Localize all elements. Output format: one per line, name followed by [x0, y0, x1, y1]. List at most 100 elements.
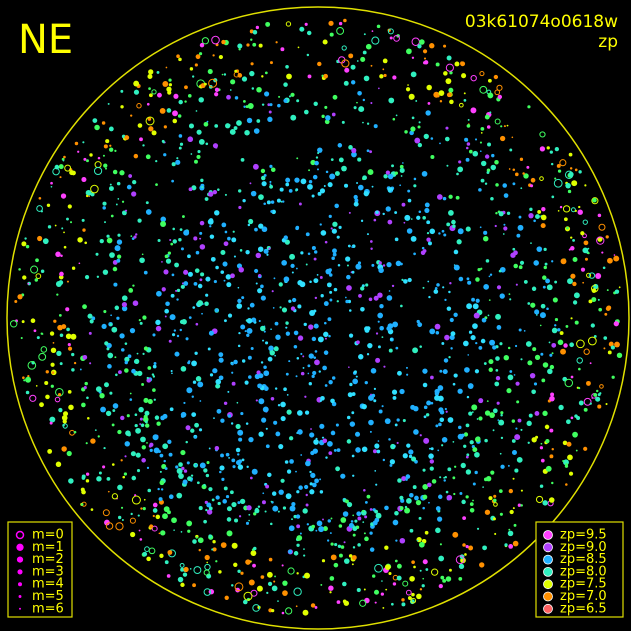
star	[199, 462, 206, 469]
star	[103, 309, 107, 314]
star	[90, 192, 95, 197]
star	[111, 493, 119, 500]
star	[185, 425, 191, 431]
star	[478, 398, 484, 404]
star	[368, 419, 374, 426]
star	[461, 73, 467, 79]
star	[261, 500, 266, 505]
star	[477, 267, 481, 272]
star	[346, 264, 349, 267]
star	[170, 369, 173, 373]
star	[309, 482, 313, 486]
star	[275, 41, 278, 44]
star	[226, 530, 233, 537]
star	[306, 523, 310, 526]
star	[145, 116, 155, 126]
star	[98, 471, 102, 475]
star	[407, 277, 412, 283]
star	[551, 352, 554, 355]
star	[20, 336, 23, 340]
star	[328, 20, 334, 26]
star	[226, 94, 231, 100]
star	[455, 195, 460, 200]
star	[389, 459, 396, 465]
star	[427, 101, 431, 105]
star	[453, 373, 458, 378]
star	[229, 129, 236, 135]
star	[95, 252, 99, 256]
star	[354, 198, 359, 203]
star	[152, 514, 155, 518]
star	[285, 21, 292, 27]
star	[187, 94, 192, 98]
star	[120, 506, 124, 509]
star	[159, 553, 164, 558]
star	[451, 219, 456, 225]
star	[290, 114, 297, 121]
star	[363, 33, 366, 36]
star	[324, 105, 328, 109]
star	[313, 439, 319, 445]
star	[124, 360, 129, 365]
star	[160, 488, 164, 491]
star	[304, 484, 309, 490]
star	[192, 306, 196, 309]
star	[467, 118, 470, 121]
star	[132, 300, 139, 307]
star	[323, 331, 329, 338]
star	[238, 459, 243, 464]
star	[67, 343, 71, 347]
star	[275, 431, 281, 437]
star	[144, 420, 148, 424]
star	[497, 419, 500, 421]
star	[239, 498, 246, 505]
star	[159, 107, 166, 114]
star	[484, 410, 491, 416]
star	[45, 370, 49, 374]
star	[218, 570, 222, 574]
star	[331, 256, 335, 260]
star	[492, 517, 496, 521]
star	[414, 495, 419, 501]
star	[443, 233, 447, 237]
star	[34, 278, 39, 282]
star	[180, 411, 187, 418]
star	[508, 544, 514, 549]
star	[426, 400, 432, 406]
star	[266, 571, 273, 578]
star	[201, 37, 210, 45]
star	[393, 444, 396, 448]
star	[198, 52, 203, 56]
star	[112, 169, 118, 175]
star	[363, 488, 366, 492]
star	[24, 237, 27, 240]
star	[549, 150, 553, 154]
star	[453, 264, 460, 271]
star	[353, 370, 357, 374]
star	[51, 371, 55, 374]
star	[155, 183, 158, 186]
star	[152, 364, 157, 369]
star	[418, 121, 421, 124]
star	[482, 545, 487, 551]
star	[102, 206, 106, 210]
star	[195, 376, 202, 382]
star	[237, 43, 243, 49]
star	[85, 479, 90, 483]
star	[511, 450, 517, 456]
star	[570, 375, 574, 379]
star	[84, 275, 90, 280]
star	[433, 91, 440, 98]
star	[206, 120, 209, 123]
star	[317, 61, 322, 67]
star	[197, 381, 204, 388]
star	[222, 261, 228, 267]
star	[117, 484, 123, 491]
star	[163, 153, 167, 157]
star	[79, 368, 82, 371]
star	[303, 322, 307, 327]
star	[530, 242, 532, 244]
star	[229, 89, 232, 91]
star	[332, 94, 338, 100]
star	[129, 398, 133, 401]
